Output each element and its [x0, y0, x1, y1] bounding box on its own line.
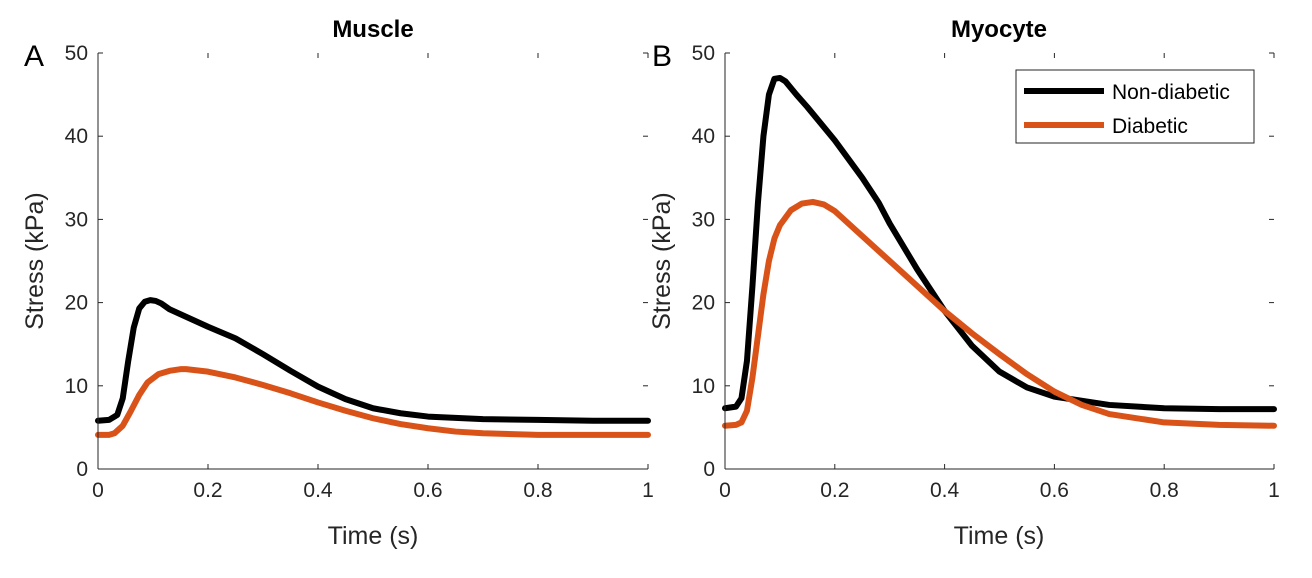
- x-tick-label: 0.8: [1150, 479, 1179, 502]
- legend-label-non-diabetic: Non-diabetic: [1112, 81, 1230, 104]
- legend-box: [1015, 69, 1255, 144]
- panel-label: A: [24, 40, 44, 73]
- x-axis-label: Time (s): [328, 522, 419, 550]
- plot-area: [98, 53, 648, 469]
- x-axis-label: Time (s): [954, 522, 1045, 550]
- series-line-non-diabetic: [95, 297, 651, 424]
- x-tick-label: 1: [1268, 479, 1280, 502]
- y-tick-label: 30: [65, 208, 88, 231]
- y-tick-label: 40: [65, 125, 88, 148]
- series-line-diabetic: [95, 366, 651, 438]
- y-tick-label: 10: [692, 375, 715, 398]
- x-tick-label: 0.6: [413, 479, 442, 502]
- x-tick-label: 0: [92, 479, 104, 502]
- x-tick-label: 0.2: [820, 479, 849, 502]
- y-tick-label: 20: [65, 292, 88, 315]
- chart-title: Myocyte: [951, 16, 1047, 43]
- y-tick-label: 20: [692, 292, 715, 315]
- x-tick-label: 0.6: [1040, 479, 1069, 502]
- legend: Non-diabetic Diabetic: [1015, 69, 1255, 144]
- x-tick-label: 1: [642, 479, 654, 502]
- y-tick-label: 50: [65, 42, 88, 65]
- y-tick-label: 40: [692, 125, 715, 148]
- x-tick-label: 0.2: [193, 479, 222, 502]
- y-tick-label: 10: [65, 375, 88, 398]
- chart-title: Muscle: [332, 16, 413, 43]
- series-line-diabetic: [722, 198, 1277, 429]
- y-tick-label: 30: [692, 208, 715, 231]
- x-tick-label: 0: [719, 479, 731, 502]
- y-tick-label: 0: [76, 458, 88, 481]
- legend-label-diabetic: Diabetic: [1112, 115, 1188, 138]
- panel-label: B: [652, 40, 672, 73]
- series-line-non-diabetic: [722, 74, 1277, 413]
- x-tick-label: 0.8: [523, 479, 552, 502]
- y-axis-label: Stress (kPa): [21, 192, 49, 330]
- y-tick-label: 50: [692, 42, 715, 65]
- y-axis-label: Stress (kPa): [648, 192, 676, 330]
- y-tick-label: 0: [703, 458, 715, 481]
- x-tick-label: 0.4: [303, 479, 333, 502]
- x-tick-label: 0.4: [930, 479, 960, 502]
